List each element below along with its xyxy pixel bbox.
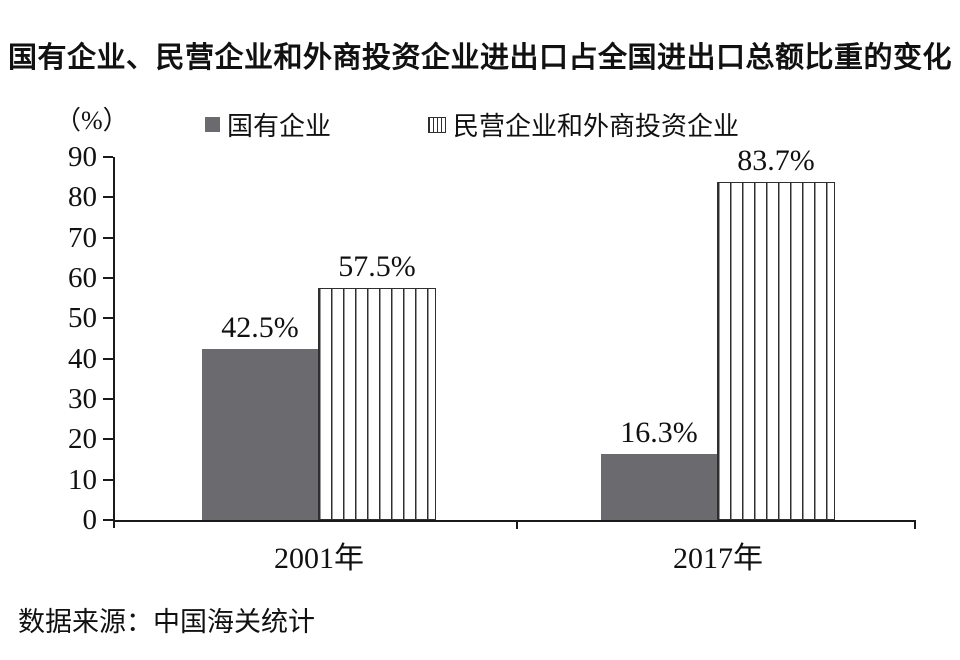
legend-swatch-striped-icon xyxy=(428,116,446,133)
y-axis-tick xyxy=(103,398,113,400)
y-axis-foot-tick xyxy=(113,520,115,528)
bar-solid xyxy=(601,454,717,520)
y-axis-tick-label: 50 xyxy=(68,302,97,335)
x-axis-tick xyxy=(914,520,916,529)
y-axis-unit-label: （%） xyxy=(55,106,129,135)
legend-label-state-owned: 国有企业 xyxy=(227,112,332,141)
y-axis-tick-label: 70 xyxy=(68,221,97,254)
bar-value-label: 16.3% xyxy=(620,416,698,449)
bar-striped xyxy=(717,182,835,520)
y-axis-tick-label: 20 xyxy=(68,423,97,456)
legend-label-private-foreign: 民营企业和外商投资企业 xyxy=(453,112,740,141)
y-axis-tick xyxy=(103,478,113,481)
y-axis-tick-label: 90 xyxy=(68,141,97,173)
y-axis-tick-label: 80 xyxy=(68,181,97,214)
bar-value-label: 57.5% xyxy=(338,250,416,283)
y-axis-tick xyxy=(103,156,113,158)
x-axis-category-label: 2001年 xyxy=(274,542,364,575)
y-axis-tick-label: 0 xyxy=(82,504,98,536)
bar-value-label: 83.7% xyxy=(737,144,815,177)
legend-item-state-owned: 国有企业 xyxy=(205,106,331,143)
legend-item-private-foreign: 民营企业和外商投资企业 xyxy=(428,106,739,143)
y-axis-tick xyxy=(103,357,113,360)
y-axis-tick-label: 30 xyxy=(68,383,97,415)
bar-striped xyxy=(318,288,436,520)
chart-title: 国有企业、民营企业和外商投资企业进出口占全国进出口总额比重的变化 xyxy=(7,42,952,74)
x-axis-tick xyxy=(516,520,518,529)
y-axis-tick-label: 10 xyxy=(68,463,97,496)
bar-value-label: 42.5% xyxy=(221,311,299,344)
source-note: 数据来源：中国海关统计 xyxy=(18,607,315,637)
y-axis-tick-label: 40 xyxy=(68,342,97,375)
y-axis-tick xyxy=(103,196,113,199)
legend-swatch-solid-icon xyxy=(205,117,220,132)
x-axis-category-label: 2017年 xyxy=(673,542,763,575)
bar-solid xyxy=(202,349,318,520)
y-axis-tick-label: 60 xyxy=(68,262,97,294)
y-axis-tick xyxy=(103,277,113,279)
plot-area: 0 10 20 30 40 50 60 70 80 90 42.5% 57.5% 2001年 16.3% 8… xyxy=(68,141,916,575)
y-axis-tick xyxy=(103,519,113,521)
y-axis-tick xyxy=(103,236,113,239)
y-axis-tick xyxy=(103,438,113,441)
y-axis-tick xyxy=(103,317,113,320)
